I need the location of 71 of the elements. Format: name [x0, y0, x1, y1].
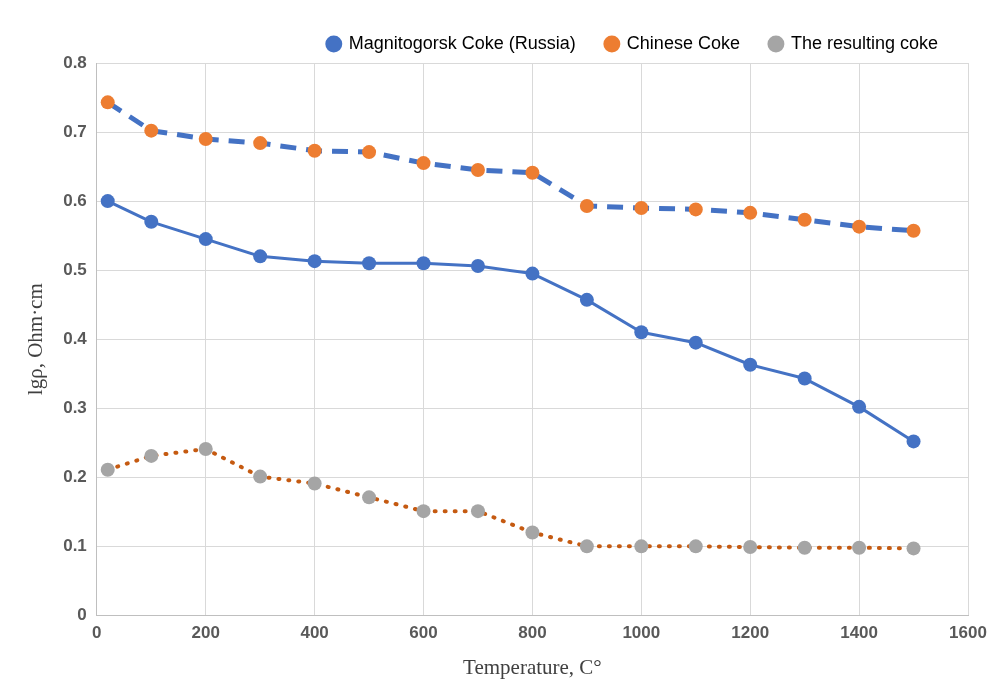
point [797, 212, 812, 227]
point [362, 145, 377, 160]
point [100, 194, 115, 209]
point [307, 143, 322, 158]
point [416, 256, 431, 271]
legend-label: Chinese Coke [626, 32, 740, 53]
x-tick-label: 200 [191, 623, 220, 643]
x-tick-label: 1200 [731, 623, 770, 643]
legend-label: The resulting coke [790, 32, 938, 53]
point [470, 259, 485, 274]
y-tick-label: 0 [77, 605, 87, 625]
point [525, 266, 540, 281]
point [579, 539, 594, 554]
point [525, 525, 540, 540]
point [362, 256, 377, 271]
point [688, 335, 703, 350]
y-tick-label: 0.1 [63, 536, 87, 556]
x-tick-label: 1600 [949, 623, 987, 643]
y-tick-label: 0.5 [63, 259, 87, 279]
point [198, 232, 213, 247]
point [743, 357, 758, 372]
point [634, 539, 649, 554]
y-tick-label: 0.6 [63, 190, 87, 210]
y-axis-title: lgρ, Ohm·cm [23, 283, 48, 396]
point [198, 441, 213, 456]
x-tick-label: 0 [92, 623, 102, 643]
x-tick-label: 400 [300, 623, 329, 643]
point [579, 292, 594, 307]
point [906, 223, 921, 238]
point [579, 198, 594, 213]
point [144, 123, 159, 138]
point [797, 371, 812, 386]
point [688, 202, 703, 217]
y-tick-label: 0.2 [63, 466, 87, 486]
point [634, 325, 649, 340]
point [525, 165, 540, 180]
point [470, 504, 485, 519]
y-tick-label: 0.3 [63, 397, 87, 417]
point [797, 540, 812, 555]
point [307, 476, 322, 491]
point [100, 462, 115, 477]
point [852, 399, 867, 414]
point [253, 469, 268, 484]
point [307, 254, 322, 269]
point [743, 540, 758, 555]
x-axis-title: Temperature, C° [463, 654, 602, 679]
point [253, 136, 268, 151]
point [144, 214, 159, 229]
point [362, 490, 377, 505]
x-tick-label: 600 [409, 623, 438, 643]
x-tick-label: 800 [518, 623, 547, 643]
point [906, 541, 921, 556]
point [852, 219, 867, 234]
point [416, 504, 431, 519]
point [416, 156, 431, 171]
point [144, 448, 159, 463]
point [470, 163, 485, 178]
x-tick-label: 1400 [840, 623, 879, 643]
point [743, 205, 758, 220]
x-tick-label: 1000 [622, 623, 661, 643]
point [688, 539, 703, 554]
point [100, 95, 115, 110]
y-tick-label: 0.4 [63, 328, 88, 348]
point [253, 249, 268, 264]
point [634, 201, 649, 216]
legend-label: Magnitogorsk Coke (Russia) [348, 32, 576, 53]
y-tick-label: 0.8 [63, 52, 87, 72]
point [852, 540, 867, 555]
point [906, 434, 921, 449]
y-tick-label: 0.7 [63, 121, 87, 141]
point [198, 131, 213, 146]
